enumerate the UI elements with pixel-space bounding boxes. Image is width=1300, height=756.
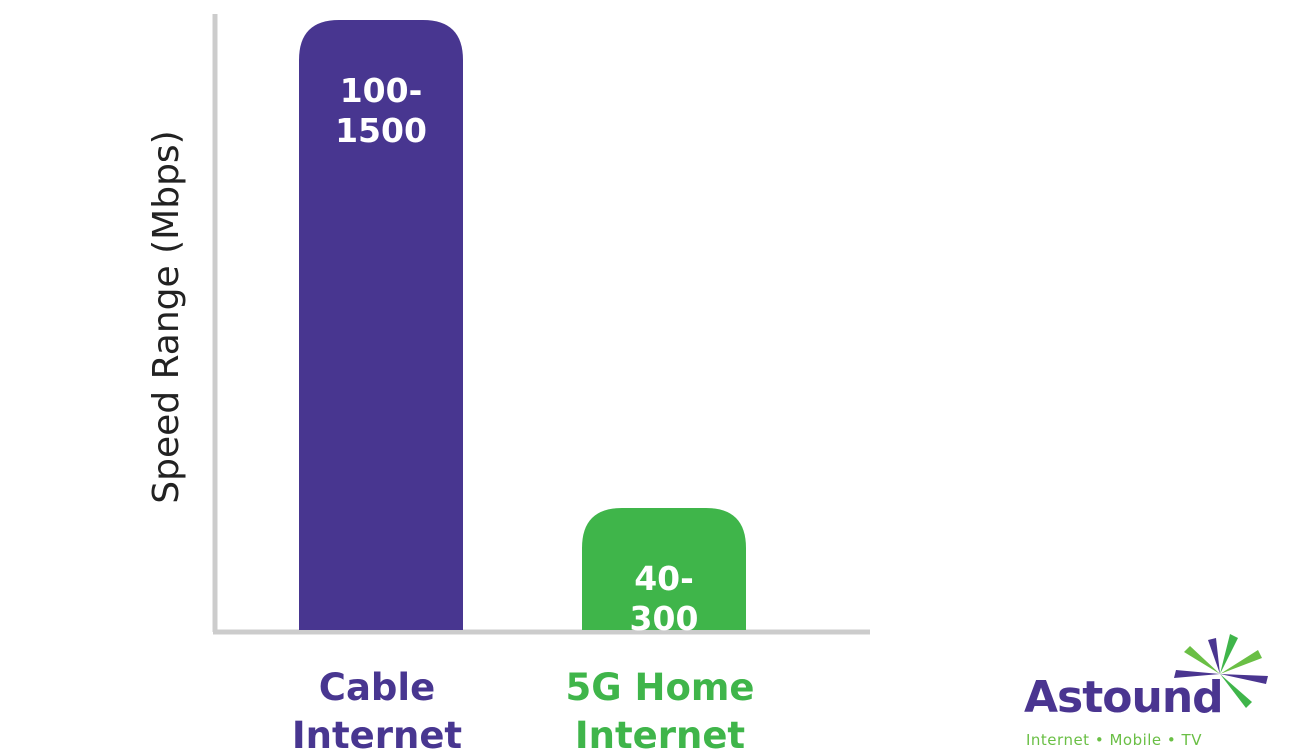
- chart-axes: [212, 14, 870, 635]
- bar-2: [582, 508, 746, 630]
- category-label-2-line-2: Internet: [575, 714, 745, 756]
- bar-1-value-label-line-2: 1500: [335, 111, 427, 150]
- logo-tagline: Internet • Mobile • TV: [1026, 731, 1202, 749]
- category-label-1-line-1: Cable: [319, 666, 435, 709]
- bars-group: [299, 20, 746, 630]
- category-labels: Cable Internet 5G Home Internet: [292, 666, 755, 756]
- y-axis-label: Speed Range (Mbps): [146, 130, 187, 503]
- category-label-1-line-2: Internet: [292, 714, 462, 756]
- category-label-2-line-1: 5G Home: [565, 666, 754, 709]
- logo-wordmark: Astound: [1024, 672, 1224, 723]
- bar-2-value-label-line-2: 300: [630, 599, 699, 638]
- bar-2-value-label-line-1: 40-: [634, 559, 694, 598]
- bar-1-value-label-line-1: 100-: [340, 71, 423, 110]
- bar-value-labels: 100-1500 40-300: [335, 71, 698, 638]
- starburst-icon: [1174, 634, 1268, 708]
- astound-logo: Astound Internet • Mobile • TV: [1020, 630, 1290, 754]
- bar-1: [299, 20, 463, 630]
